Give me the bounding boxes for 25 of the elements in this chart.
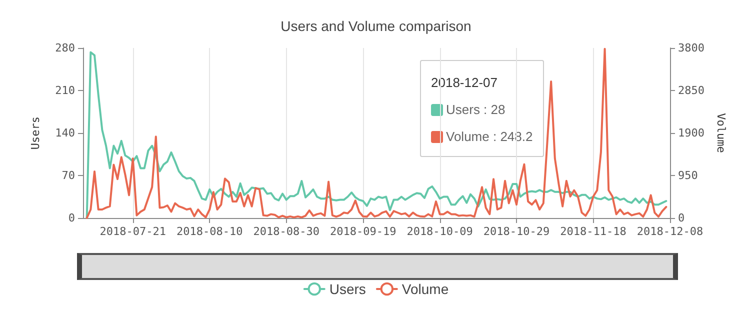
y2-tick-label: 950 — [678, 169, 698, 182]
annotation: Users : 28 — [446, 102, 506, 117]
x-tick-label: 2018-12-08 — [636, 225, 704, 238]
y2-tick-label: 3800 — [678, 42, 704, 54]
x-tick-label: 2018-10-09 — [406, 225, 473, 238]
y-tick-label: 0 — [68, 212, 75, 224]
y2-axis-title: Volume — [714, 113, 728, 153]
x-tick-label: 2018-08-30 — [253, 225, 320, 238]
x-tick-label: 2018-11-18 — [560, 225, 626, 238]
annotation: 2018-12-07 — [431, 75, 498, 90]
legend-label: Volume — [402, 281, 449, 297]
x-tick-label: 2018-09-19 — [330, 225, 396, 238]
y-tick-label: 210 — [55, 84, 75, 97]
y-tick-label: 70 — [62, 169, 75, 182]
x-tick-label: 2018-08-10 — [176, 225, 243, 238]
y2-tick-label: 0 — [678, 212, 685, 224]
y-tick-label: 280 — [55, 42, 75, 54]
legend-label: Users — [329, 281, 366, 297]
y-tick-label: 140 — [55, 126, 75, 140]
y2-tick-label: 2850 — [678, 84, 704, 97]
x-tick-label: 2018-07-21 — [100, 225, 166, 238]
y2-tick-label: 1900 — [678, 126, 704, 140]
y-axis-title: Users — [29, 116, 42, 150]
x-tick-label: 2018-10-29 — [483, 225, 550, 238]
chart-title: Users and Volume comparison — [280, 18, 472, 34]
